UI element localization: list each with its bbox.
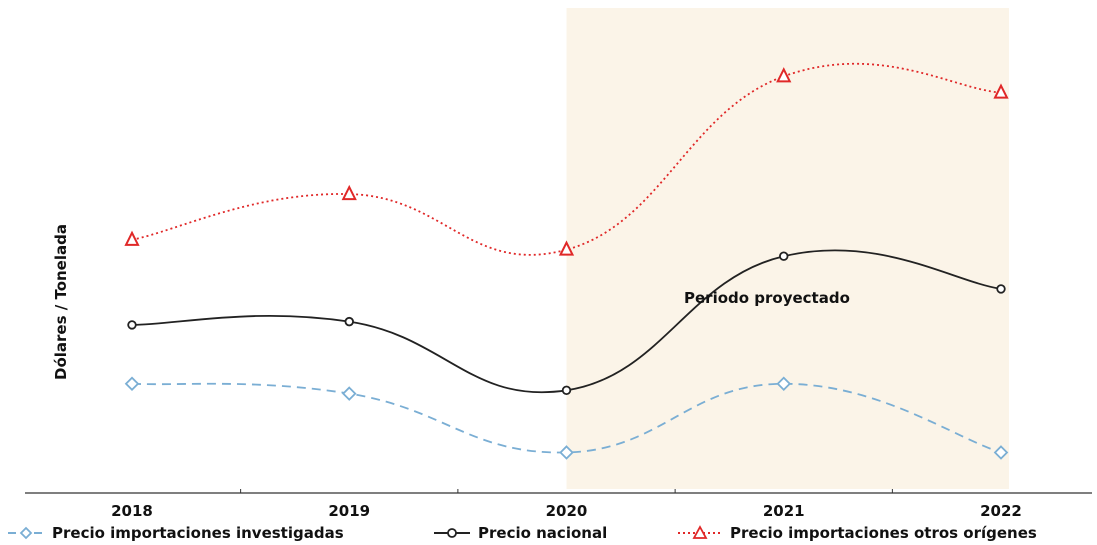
- series-lines: [124, 62, 1009, 460]
- legend: Precio importaciones investigadas Precio…: [0, 521, 1097, 545]
- data-point-diamond: [993, 445, 1009, 460]
- data-point-circle: [996, 284, 1006, 294]
- chart: 2018 2019 2020 2021 2022 Periodo proyectado …: [25, 8, 1092, 520]
- data-point-triangle: [558, 240, 575, 256]
- data-point-circle: [127, 320, 137, 330]
- projection-shade: [566, 8, 1009, 489]
- data-point-circle: [561, 385, 572, 396]
- data-point-diamond: [124, 376, 140, 392]
- data-point-diamond: [559, 445, 574, 460]
- x-axis: 2018 2019 2020 2021 2022: [25, 489, 1092, 520]
- data-point-circle: [779, 251, 789, 261]
- data-point-triangle: [993, 83, 1009, 99]
- x-tick-label: 2018: [111, 502, 153, 520]
- data-point-diamond: [776, 376, 792, 392]
- x-tick-label: 2020: [546, 502, 588, 520]
- data-point-triangle: [124, 230, 140, 246]
- legend-item-importaciones-otros-origenes: Precio importaciones otros orígenes: [676, 521, 1037, 545]
- legend-item-precio-nacional: Precio nacional: [432, 521, 607, 545]
- series-line-2: [131, 62, 1002, 256]
- data-point-triangle: [341, 184, 357, 201]
- legend-marker-diamond-icon: [8, 526, 44, 540]
- legend-label: Precio importaciones investigadas: [52, 524, 344, 542]
- data-point-diamond: [341, 386, 357, 401]
- y-axis-label: Dólares / Tonelada: [52, 224, 70, 380]
- x-tick-label: 2019: [328, 502, 370, 520]
- data-point-circle: [344, 316, 354, 327]
- legend-marker-triangle-icon: [678, 525, 722, 539]
- legend-item-importaciones-investigadas: Precio importaciones investigadas: [6, 521, 344, 545]
- data-point-triangle: [776, 67, 792, 83]
- x-tick-label: 2022: [980, 502, 1022, 520]
- legend-label: Precio nacional: [478, 524, 608, 542]
- legend-label: Precio importaciones otros orígenes: [730, 524, 1037, 542]
- legend-marker-circle-icon: [434, 528, 470, 538]
- x-tick-label: 2021: [763, 502, 805, 520]
- shade-label: Periodo proyectado: [684, 289, 850, 307]
